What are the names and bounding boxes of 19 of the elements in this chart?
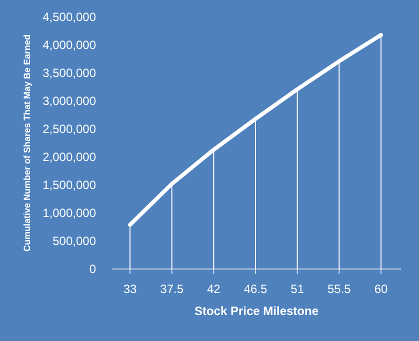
x-tick-label: 33 [123, 282, 137, 296]
y-tick-label: 500,000 [52, 234, 96, 248]
y-tick-label: 3,000,000 [42, 94, 96, 108]
y-tick-label: 4,000,000 [42, 38, 96, 52]
x-tick-label: 55.5 [327, 282, 352, 296]
y-tick-label: 1,000,000 [42, 206, 96, 220]
x-tick-label: 42 [206, 282, 221, 296]
x-tick-label: 51 [290, 282, 304, 296]
y-tick-label: 0 [89, 262, 96, 276]
y-tick-label: 4,500,000 [42, 10, 96, 24]
x-axis-title: Stock Price Milestone [194, 304, 319, 318]
x-tick-label: 37.5 [160, 282, 184, 296]
y-tick-label: 2,000,000 [42, 150, 96, 164]
x-tick-label: 60 [374, 282, 388, 296]
y-axis-title: Cumulative Number of Shares That May Be Earned [22, 34, 32, 252]
y-tick-label: 1,500,000 [42, 178, 96, 192]
y-tick-label: 3,500,000 [42, 66, 96, 80]
x-tick-label: 46.5 [244, 282, 268, 296]
y-tick-label: 2,500,000 [42, 122, 96, 136]
